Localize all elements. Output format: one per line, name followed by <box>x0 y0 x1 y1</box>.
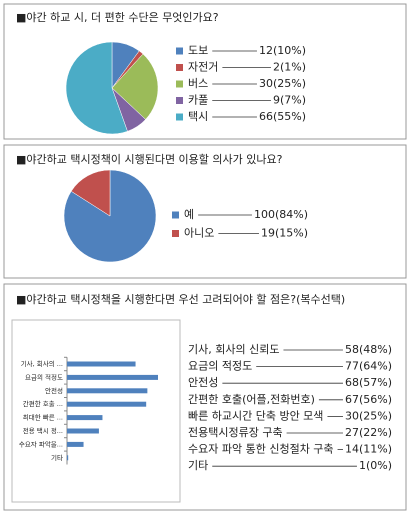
list-label: 기타 <box>188 459 208 472</box>
value-label: 30(25%) <box>345 409 392 422</box>
pie-slice <box>70 169 111 217</box>
y-tick-label: 간편한 호출 ... <box>23 399 63 408</box>
list-label: 간편한 호출(어플,전화번호) <box>188 393 315 406</box>
bar <box>67 455 69 461</box>
bar <box>67 374 158 380</box>
value-label: 68(57%) <box>345 376 392 389</box>
bar <box>67 415 103 421</box>
value-label: 27(22%) <box>345 426 392 439</box>
legend-swatch <box>176 47 183 55</box>
y-tick-label: 기타 <box>51 453 63 462</box>
list-label: 전용택시정류장 구축 <box>188 426 283 439</box>
y-tick-label: 전용 택시 정... <box>23 426 63 435</box>
pie-slice <box>111 53 159 120</box>
legend-label: 아니오 <box>184 227 214 240</box>
pie-slice <box>65 41 128 135</box>
legend-label: 예 <box>184 208 194 221</box>
chart-frame <box>11 319 181 503</box>
bar <box>67 401 147 407</box>
list-label: 빠른 하교시간 단축 방안 모색 <box>188 408 323 422</box>
legend-label: 버스 <box>188 77 208 90</box>
list-label: 기사, 회사의 신뢰도 <box>188 343 279 356</box>
value-label: 1(0%) <box>359 459 392 472</box>
panel-frame <box>3 283 407 511</box>
legend-label: 도보 <box>188 44 208 57</box>
value-label: 12(10%) <box>259 44 306 57</box>
y-tick-label: 수요자 파악을... <box>19 439 63 448</box>
value-label: 67(56%) <box>345 393 392 406</box>
legend-label: 자전거 <box>188 61 218 74</box>
value-label: 66(55%) <box>259 110 306 123</box>
legend-swatch <box>176 64 183 71</box>
bar <box>67 428 99 434</box>
y-tick-label: 기사, 회사의 ... <box>21 359 63 368</box>
list-label: 요금의 적정도 <box>188 360 252 373</box>
legend-swatch <box>172 211 179 219</box>
legend-label: 택시 <box>188 110 208 123</box>
y-tick-label: 요금의 적정도 <box>25 372 63 381</box>
legend-swatch <box>172 230 179 237</box>
value-label: 30(25%) <box>259 77 306 90</box>
chart-title: ■야간하교 택시정책이 시행된다면 이용할 의사가 있나요? <box>16 152 283 166</box>
list-label: 안전성 <box>188 376 218 389</box>
value-label: 14(11%) <box>345 443 392 456</box>
chart-title: ■야간하교 택시정책을 시행한다면 우선 고려되어야 할 점은?(복수선택) <box>16 292 345 306</box>
y-tick-label: 최대한 빠른 ... <box>23 413 63 422</box>
value-label: 9(7%) <box>273 94 306 107</box>
value-label: 19(15%) <box>261 227 308 240</box>
bar <box>67 388 148 394</box>
legend-swatch <box>176 80 183 88</box>
legend-swatch <box>176 97 183 104</box>
legend-swatch <box>176 113 183 121</box>
y-tick-label: 안전성 <box>45 386 63 395</box>
legend-label: 카풀 <box>188 94 208 107</box>
value-label: 77(64%) <box>345 360 392 373</box>
list-label: 수요자 파악 통한 신청절차 구축 <box>188 443 334 456</box>
bar <box>67 361 136 367</box>
chart-title: ■야간 하교 시, 더 편한 수단은 무엇인가요? <box>16 10 219 24</box>
value-label: 2(1%) <box>273 61 306 74</box>
bar <box>67 441 84 447</box>
value-label: 100(84%) <box>254 208 308 221</box>
value-label: 58(48%) <box>345 343 392 356</box>
